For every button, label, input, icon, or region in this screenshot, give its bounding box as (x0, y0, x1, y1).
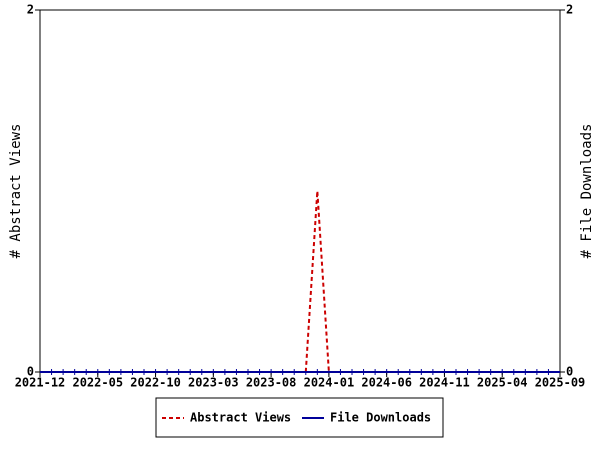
x-tick-label: 2024-11 (419, 376, 470, 390)
legend-box (155, 397, 444, 438)
x-tick-label: 2025-09 (535, 376, 586, 390)
x-tick-label: 2024-06 (361, 376, 412, 390)
x-tick-label: 2025-04 (477, 376, 528, 390)
x-tick-label: 2023-08 (246, 376, 297, 390)
legend-label: Abstract Views (190, 411, 291, 425)
y-axis-title: # Abstract Views (8, 124, 24, 259)
y2-tick-label: 0 (566, 365, 573, 379)
x-tick-label: 2023-03 (188, 376, 239, 390)
x-tick-label: 2024-01 (304, 376, 355, 390)
y-tick-label: 0 (27, 365, 34, 379)
legend-label: File Downloads (330, 411, 431, 425)
x-tick-label: 2022-10 (130, 376, 181, 390)
y2-axis-title: # File Downloads (579, 124, 595, 259)
x-tick-label: 2021-12 (15, 376, 66, 390)
y2-tick-label: 2 (566, 3, 573, 17)
x-tick-label: 2022-05 (72, 376, 123, 390)
y-tick-label: 2 (27, 3, 34, 17)
